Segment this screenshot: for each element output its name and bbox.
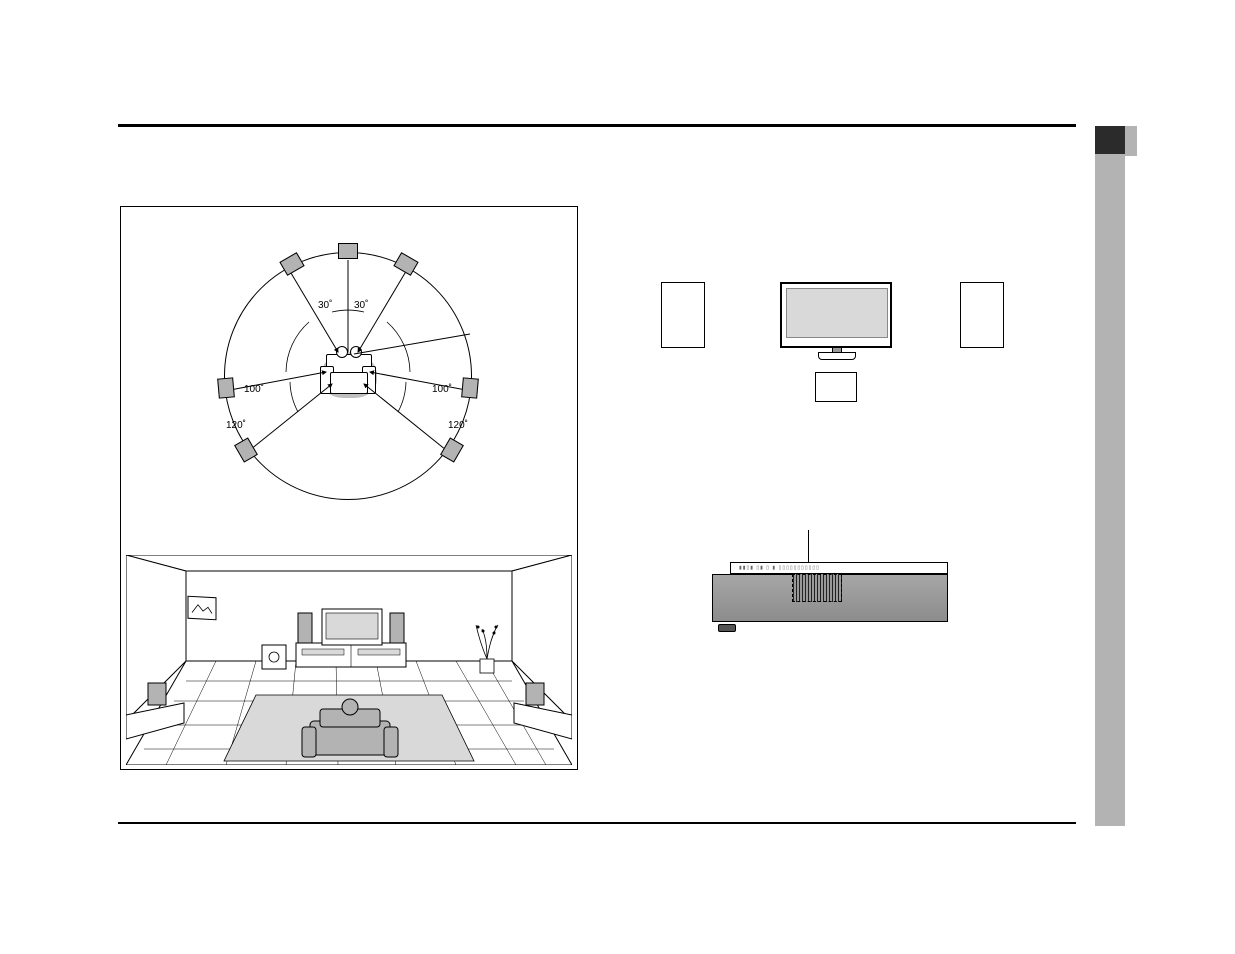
front-right-speaker: [960, 282, 1004, 348]
room-perspective: [126, 555, 572, 765]
angle-bot-right: 120˚: [448, 420, 468, 431]
angle-top-left: 30˚: [318, 300, 332, 311]
angle-guides: [224, 252, 472, 500]
sidebar-strip: [1095, 126, 1125, 826]
receiver-rear: ▮▮▯▮ ▯▮ ▯ ▮ ▯▯▯▯▯▯▯▯▯▯▯: [712, 562, 948, 632]
speaker-surround-left-top: [217, 377, 235, 398]
receiver-foot: [718, 624, 736, 632]
sidebar-active-tab: [1095, 126, 1125, 154]
angle-top-right: 30˚: [354, 300, 368, 311]
tv-stand-base: [818, 352, 856, 360]
tv-screen: [786, 288, 888, 338]
angle-mid-left: 100˚: [244, 384, 264, 395]
receiver-port-row: ▮▮▯▮ ▯▮ ▯ ▮ ▯▯▯▯▯▯▯▯▯▯▯: [739, 565, 820, 571]
receiver-callout-line: [808, 530, 809, 565]
angle-bot-left: 120˚: [226, 420, 246, 431]
receiver-top-edge: ▮▮▯▮ ▯▮ ▯ ▮ ▯▯▯▯▯▯▯▯▯▯▯: [730, 562, 948, 574]
speaker-surround-right-top: [461, 377, 479, 398]
center-speaker: [815, 372, 857, 402]
speaker-center-top: [338, 243, 358, 259]
front-left-speaker: [661, 282, 705, 348]
sidebar-notch: [1125, 126, 1137, 156]
top-rule: [118, 124, 1076, 127]
receiver-vent-highlight: [792, 574, 842, 602]
angle-mid-right: 100˚: [432, 384, 452, 395]
bottom-rule: [118, 822, 1076, 824]
page: 30˚ 30˚ 100˚ 100˚ 120˚ 120˚: [0, 0, 1235, 954]
